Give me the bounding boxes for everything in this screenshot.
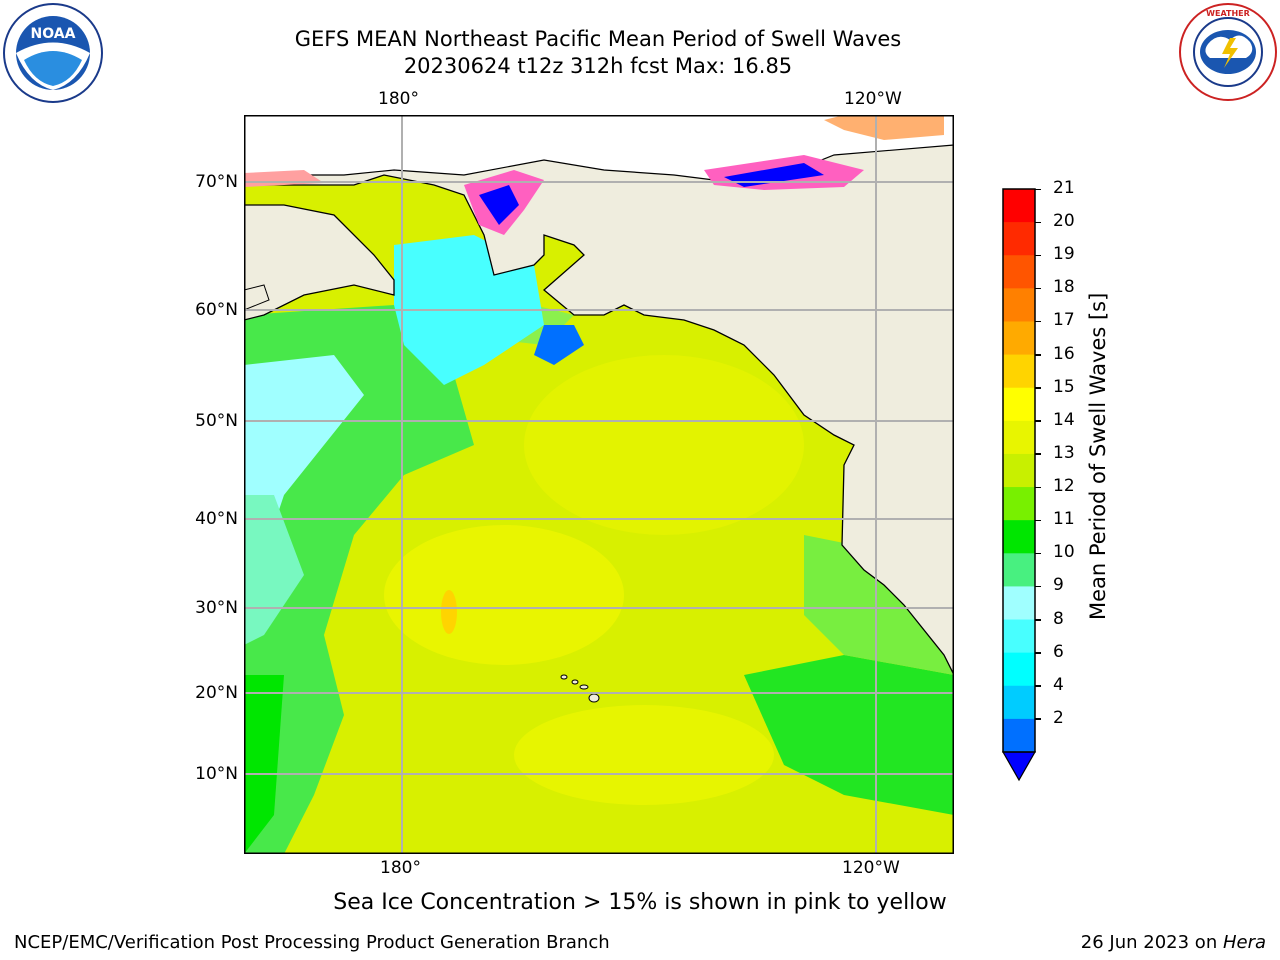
colorbar-tick-mark	[1035, 718, 1041, 720]
colorbar-tick-mark	[1035, 619, 1041, 621]
lat-label-60n: 60°N	[168, 300, 238, 320]
colorbar	[1000, 186, 1040, 786]
colorbar-segment	[1003, 421, 1035, 455]
lon-label-bottom-120w: 120°W	[842, 858, 900, 878]
colorbar-segment	[1003, 388, 1035, 422]
colorbar-segment	[1003, 222, 1035, 256]
colorbar-extend-triangle	[1003, 752, 1035, 780]
colorbar-segment	[1003, 520, 1035, 554]
colorbar-segment	[1003, 255, 1035, 289]
colorbar-tick-mark	[1035, 453, 1041, 455]
colorbar-tick-label: 20	[1053, 211, 1075, 231]
noaa-logo-text: NOAA	[31, 26, 76, 42]
colorbar-segment	[1003, 553, 1035, 587]
colorbar-tick-mark	[1035, 189, 1041, 191]
colorbar-tick-label: 2	[1053, 708, 1064, 728]
lon-label-top-120w: 120°W	[844, 89, 902, 109]
colorbar-tick-mark	[1035, 520, 1041, 522]
colorbar-tick-mark	[1035, 387, 1041, 389]
colorbar-tick-label: 16	[1053, 344, 1075, 364]
colorbar-tick-label: 13	[1053, 443, 1075, 463]
footer-date-text: 26 Jun 2023 on	[1081, 932, 1223, 953]
colorbar-tick-mark	[1035, 222, 1041, 224]
colorbar-tick-label: 11	[1053, 509, 1075, 529]
colorbar-tick-label: 19	[1053, 244, 1075, 264]
colorbar-tick-mark	[1035, 321, 1041, 323]
colorbar-segment	[1003, 321, 1035, 355]
lat-label-30n: 30°N	[168, 598, 238, 618]
footer-branch: NCEP/EMC/Verification Post Processing Pr…	[14, 932, 610, 953]
colorbar-tick-label: 17	[1053, 310, 1075, 330]
colorbar-segment	[1003, 620, 1035, 654]
lat-label-20n: 20°N	[168, 683, 238, 703]
colorbar-segment	[1003, 454, 1035, 488]
colorbar-segment	[1003, 686, 1035, 720]
lon-label-bottom-180: 180°	[380, 858, 421, 878]
map-panel	[244, 115, 954, 854]
colorbar-tick-label: 12	[1053, 476, 1075, 496]
footer-host: Hera	[1223, 932, 1266, 953]
colorbar-tick-mark	[1035, 685, 1041, 687]
colorbar-segment	[1003, 719, 1035, 753]
colorbar-tick-label: 21	[1053, 178, 1075, 198]
lon-label-top-180: 180°	[378, 89, 419, 109]
chart-title: GEFS MEAN Northeast Pacific Mean Period …	[0, 27, 1196, 51]
noaa-logo: NOAA	[2, 2, 104, 104]
swell-patch-orange	[441, 590, 457, 634]
colorbar-segment	[1003, 288, 1035, 322]
colorbar-tick-mark	[1035, 487, 1041, 489]
swell-patch-yellow-south	[514, 705, 774, 805]
colorbar-segment	[1003, 653, 1035, 687]
lat-label-40n: 40°N	[168, 509, 238, 529]
colorbar-tick-label: 9	[1053, 575, 1064, 595]
lat-label-70n: 70°N	[168, 172, 238, 192]
colorbar-segment	[1003, 586, 1035, 620]
sea-ice-caption: Sea Ice Concentration > 15% is shown in …	[0, 890, 1280, 915]
nws-logo: WEATHER	[1178, 2, 1278, 102]
colorbar-tick-mark	[1035, 420, 1041, 422]
colorbar-tick-mark	[1035, 586, 1041, 588]
colorbar-tick-label: 10	[1053, 542, 1075, 562]
colorbar-tick-mark	[1035, 255, 1041, 257]
colorbar-segment	[1003, 189, 1035, 223]
colorbar-segment	[1003, 355, 1035, 389]
colorbar-tick-label: 14	[1053, 410, 1075, 430]
colorbar-label: Mean Period of Swell Waves [s]	[1086, 320, 1110, 620]
colorbar-tick-label: 15	[1053, 377, 1075, 397]
swell-patch-yellow-central	[384, 525, 624, 665]
colorbar-tick-mark	[1035, 288, 1041, 290]
colorbar-tick-label: 18	[1053, 277, 1075, 297]
swell-patch-yellow-north	[524, 355, 804, 535]
lat-label-10n: 10°N	[168, 764, 238, 784]
colorbar-tick-mark	[1035, 553, 1041, 555]
colorbar-tick-mark	[1035, 354, 1041, 356]
colorbar-tick-label: 4	[1053, 675, 1064, 695]
colorbar-segment	[1003, 487, 1035, 521]
chart-subtitle: 20230624 t12z 312h fcst Max: 16.85	[0, 54, 1196, 78]
svg-text:WEATHER: WEATHER	[1206, 9, 1250, 18]
colorbar-tick-label: 6	[1053, 642, 1064, 662]
colorbar-tick-mark	[1035, 652, 1041, 654]
footer-date: 26 Jun 2023 on Hera	[1081, 932, 1266, 953]
lat-label-50n: 50°N	[168, 411, 238, 431]
colorbar-tick-label: 8	[1053, 609, 1064, 629]
